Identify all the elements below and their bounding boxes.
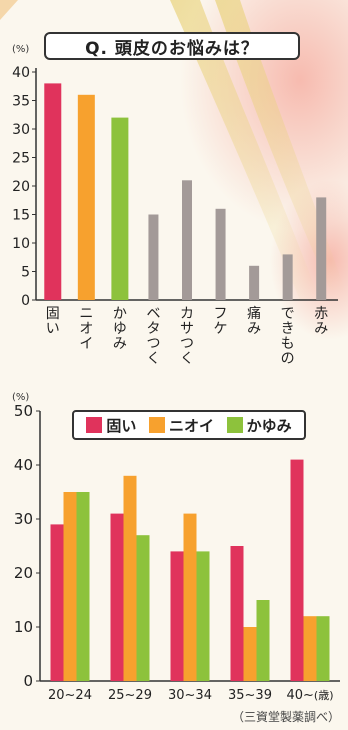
chart-1-category-label: かゆみ (113, 306, 127, 352)
legend-swatch-katai (86, 417, 103, 433)
chart-2-bar (303, 616, 317, 681)
chart-2-bar (243, 627, 257, 681)
chart-2-category-label: 35~39 (228, 688, 272, 703)
chart-2-bar (170, 551, 184, 681)
source-note: （三資堂製薬調べ） (231, 710, 340, 724)
chart-2-y-tick-label: 40 (14, 456, 33, 474)
chart-1-bar (111, 117, 129, 300)
chart-2-y-tick-label: 50 (14, 402, 33, 420)
chart-2-bar (136, 535, 150, 681)
chart-1-bar (44, 83, 62, 301)
chart-1-category-label: ニオイ (79, 306, 93, 352)
chart-2-bar (230, 546, 244, 681)
chart-1-category-label: ベタつく (146, 306, 160, 367)
chart-1-category-label: できもの (281, 306, 295, 367)
chart-1-y-tick-label: 20 (12, 179, 30, 195)
chart-2-bar (316, 616, 330, 681)
legend-item-nioi: ニオイ (148, 415, 214, 436)
chart-1-category-label: 固い (46, 306, 60, 337)
chart-2-y-tick-label: 20 (14, 564, 33, 582)
age-group-bar-chart: 0 10 20 30 40 50 20~24 25~29 30~34 35~39 40~(歳) (14, 402, 340, 703)
chart-1-bar (282, 254, 293, 300)
chart-2-bar (63, 492, 77, 681)
chart-2-y-tick-label: 30 (14, 510, 33, 528)
legend-label-kayumi: かゆみ (246, 416, 292, 435)
chart-2-bar (76, 492, 90, 681)
legend-label-katai: 固い (106, 416, 137, 435)
chart-2-category-label: 20~24 (48, 688, 92, 703)
legend-swatch-kayumi (226, 417, 243, 433)
legend-item-kayumi: かゆみ (226, 415, 292, 436)
chart-2-bar (50, 524, 64, 681)
legend-swatch-nioi (148, 417, 165, 433)
chart-2-unit: (%) (12, 392, 30, 403)
chart-1-y-tick-label: 40 (12, 65, 30, 81)
chart-1-y-tick-label: 30 (12, 122, 30, 138)
chart-2-bar (123, 475, 137, 681)
chart-2-bar (196, 551, 210, 681)
chart-2-bar (110, 513, 124, 681)
chart-1-unit: (%) (12, 44, 30, 55)
chart-1-bar (77, 94, 95, 300)
chart-2-category-label: 30~34 (168, 688, 212, 703)
chart-2-y-tick-label: 0 (23, 672, 33, 690)
chart-2-bar (290, 459, 304, 681)
chart-1-category-label: 赤み (314, 306, 328, 337)
legend-item-katai: 固い (86, 415, 136, 436)
chart-2-bar (256, 600, 270, 681)
chart-1-bar (148, 214, 159, 300)
chart-1-y-tick-label: 25 (12, 151, 30, 167)
chart-2-category-label: 40~(歳) (286, 688, 333, 703)
chart-1-title: Q. 頭皮のお悩みは？ (44, 32, 300, 60)
legend-label-nioi: ニオイ (168, 416, 214, 435)
chart-1-bar (215, 208, 226, 300)
chart-1-y-tick-label: 0 (21, 293, 30, 309)
chart-1-bar (249, 265, 260, 300)
chart-1-bar (182, 180, 192, 300)
chart-2-bar (183, 513, 197, 681)
chart-1-y-tick-label: 15 (12, 208, 30, 224)
chart-1-category-label: カサつく (180, 306, 194, 367)
chart-1-y-tick-label: 5 (21, 265, 30, 281)
chart-1-bar (316, 197, 327, 300)
chart-1-y-tick-label: 10 (12, 236, 30, 252)
chart-2-y-tick-label: 10 (14, 618, 33, 636)
chart-1-category-label: フケ (214, 306, 228, 337)
chart-2-legend: 固い ニオイ かゆみ (72, 410, 306, 440)
chart-2-category-label: 25~29 (108, 688, 152, 703)
chart-1-category-label: 痛み (247, 305, 261, 337)
chart-1-y-tick-label: 35 (12, 94, 30, 110)
